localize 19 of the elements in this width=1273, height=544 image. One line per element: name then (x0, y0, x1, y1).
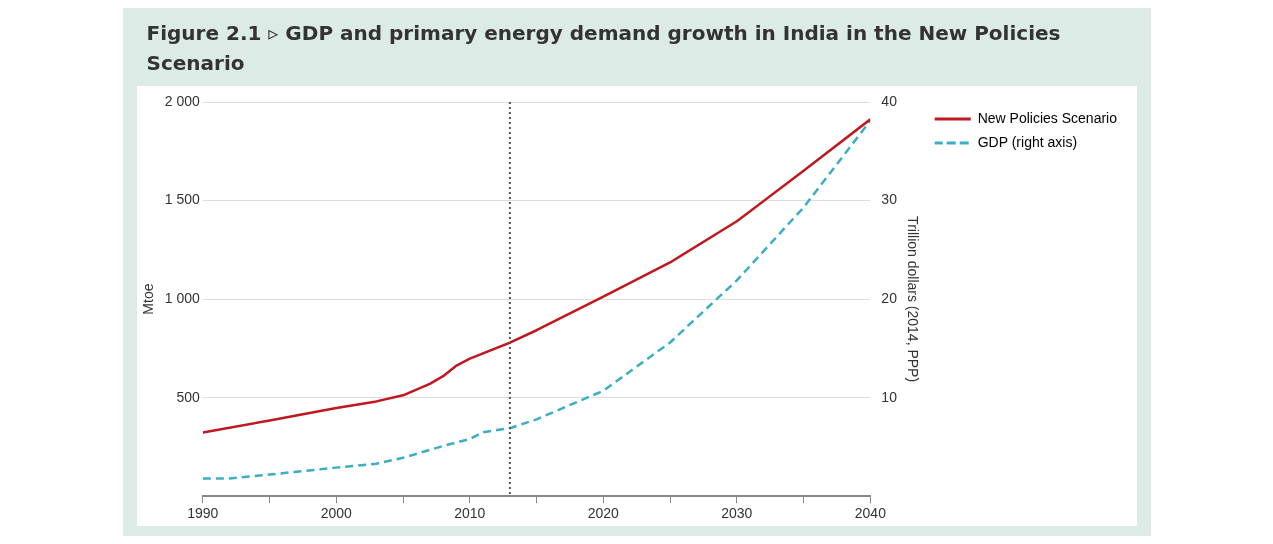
x-tick-label: 2040 (854, 505, 886, 522)
x-tick-label: 2020 (587, 505, 619, 522)
x-tick-label: 2030 (720, 505, 753, 522)
chart-title: Figure 2.1 ▹ GDP and primary energy demand growth in India in the New Policies Scenario (146, 20, 1062, 77)
y2-axis-title: Trillion dollars (2014, PPP) (904, 216, 921, 383)
x-tick-label: 2000 (320, 505, 352, 522)
y2-tick-label: 40 (880, 92, 897, 109)
y-axis-title: Mtoe (139, 283, 156, 315)
legend-label: New Policies Scenario (977, 109, 1117, 126)
y2-tick-label: 30 (880, 191, 897, 208)
y-tick-label: 1 000 (164, 289, 200, 306)
legend-label: GDP (right axis) (977, 133, 1077, 150)
y-tick-label: 1 500 (164, 191, 200, 208)
x-tick-label: 2010 (453, 505, 486, 522)
y-tick-label: 2 000 (164, 92, 200, 109)
y2-tick-label: 10 (880, 388, 897, 405)
y2-tick-label: 20 (880, 289, 897, 306)
x-tick-label: 1990 (186, 505, 219, 522)
y-tick-label: 500 (175, 388, 200, 405)
